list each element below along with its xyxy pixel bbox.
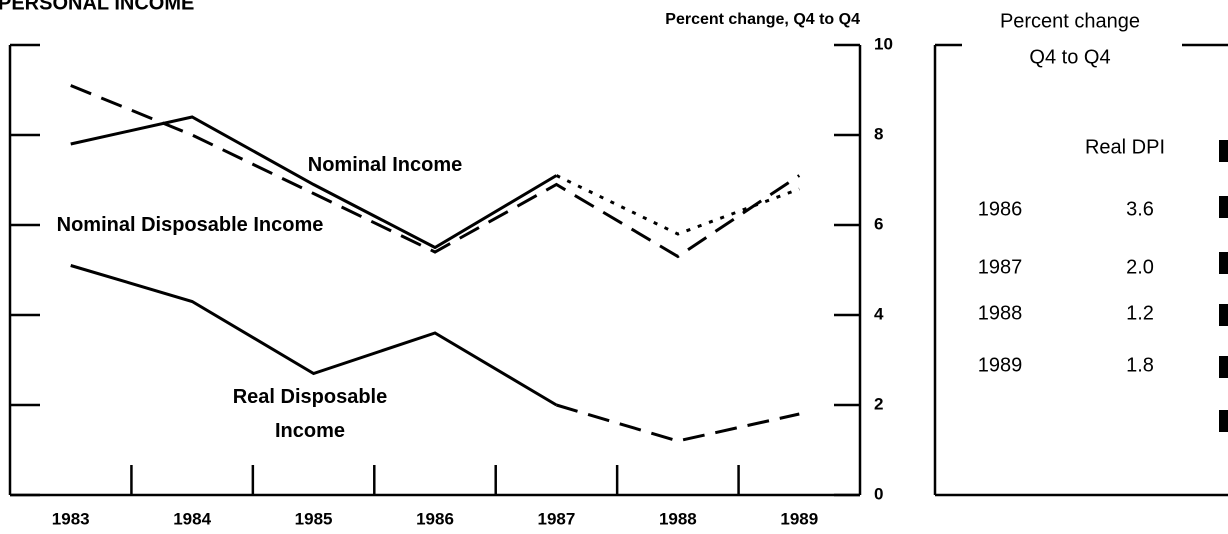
cut-cell	[1219, 304, 1228, 326]
row-value: 1.2	[1126, 302, 1154, 324]
cut-cell	[1219, 410, 1228, 432]
table-title: Percent change	[1000, 10, 1140, 32]
row-year: 1987	[978, 256, 1023, 278]
row-value: 2.0	[1126, 256, 1154, 278]
y-axis-label: Percent change, Q4 to Q4	[665, 11, 860, 28]
x-tick-label: 1989	[780, 509, 818, 528]
x-tick-label: 1984	[173, 509, 211, 528]
x-tick-label: 1985	[295, 509, 333, 528]
series-label: Nominal Income	[307, 154, 463, 176]
line-series	[556, 403, 800, 443]
row-value: 3.6	[1126, 198, 1154, 220]
row-year: 1988	[978, 302, 1023, 324]
column-header: Real DPI	[1085, 136, 1165, 158]
frame	[8, 43, 1228, 497]
cut-cell	[1219, 196, 1228, 218]
cut-cell	[1219, 140, 1228, 162]
y-tick-label: 10	[874, 34, 893, 53]
line-series	[70, 264, 558, 407]
cut-column	[1219, 140, 1228, 432]
row-year: 1986	[978, 198, 1023, 220]
x-tick-label: 1988	[659, 509, 697, 528]
y-tick-label: 4	[874, 304, 884, 323]
x-tick-label: 1983	[52, 509, 90, 528]
table-title: Q4 to Q4	[1029, 46, 1110, 68]
row-year: 1989	[978, 354, 1023, 376]
x-tick-label: 1986	[416, 509, 454, 528]
series-label: Real Disposable Income	[232, 386, 388, 442]
y-tick-label: 0	[874, 484, 883, 503]
row-value: 1.8	[1126, 354, 1154, 376]
line-series	[70, 84, 801, 259]
y-tick-label: 2	[874, 394, 883, 413]
y-tick-label: 8	[874, 124, 883, 143]
line-series	[70, 115, 558, 250]
cut-cell	[1219, 356, 1228, 378]
chart-title: PERSONAL INCOME	[0, 0, 194, 14]
line-series	[555, 174, 800, 236]
y-tick-label: 6	[874, 214, 883, 233]
x-tick-label: 1987	[538, 509, 576, 528]
series-label: Nominal Disposable Income	[56, 214, 324, 236]
cut-cell	[1219, 252, 1228, 274]
